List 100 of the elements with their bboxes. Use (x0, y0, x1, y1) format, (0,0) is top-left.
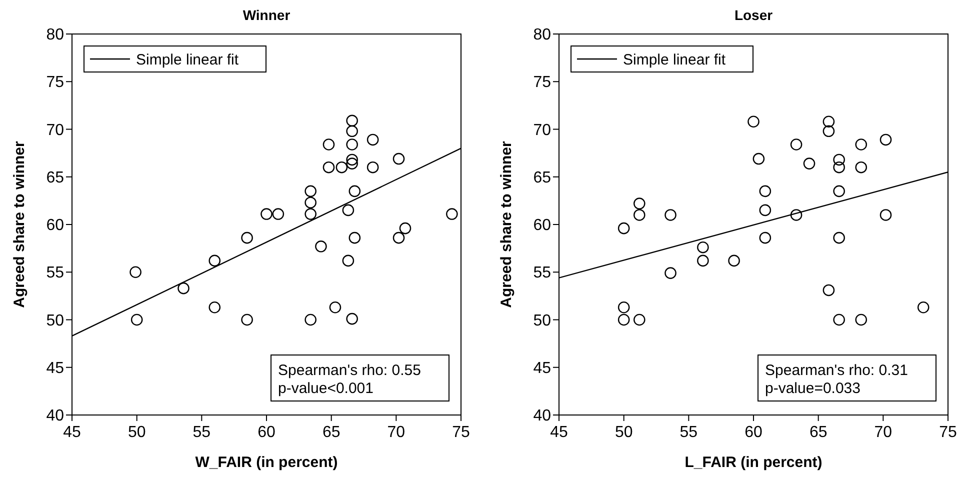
point (208, 254, 221, 267)
y-tick-label: 50 (533, 312, 552, 330)
point (822, 125, 835, 138)
x-tick-label: 60 (744, 424, 762, 441)
point (633, 314, 646, 326)
point (633, 209, 646, 221)
point (329, 301, 342, 314)
legend-label: Simple linear fit (623, 51, 726, 68)
point (241, 314, 253, 326)
point (790, 209, 802, 221)
y-tick-label: 80 (46, 26, 64, 44)
point (208, 301, 221, 314)
point (342, 254, 354, 267)
point (633, 198, 646, 210)
point (618, 222, 630, 234)
x-tick-label: 50 (614, 424, 633, 441)
point (697, 254, 709, 267)
y-tick-label: 75 (46, 74, 64, 92)
point (366, 134, 379, 146)
point (790, 138, 802, 150)
point (322, 138, 335, 150)
point (664, 267, 676, 279)
point (759, 232, 772, 244)
point (833, 232, 845, 244)
point (822, 284, 835, 296)
chart-title: Winner (242, 7, 291, 23)
y-axis-title: Agreed share to winner (11, 140, 28, 308)
y-tick-label: 55 (533, 264, 552, 282)
point (803, 158, 816, 170)
y-tick-label: 65 (533, 169, 552, 186)
x-tick-label: 45 (550, 424, 568, 441)
annotation: p-value=0.033 (765, 380, 860, 397)
x-tick-label: 55 (192, 424, 211, 441)
y-tick-label: 75 (533, 74, 552, 92)
y-tick-label: 60 (46, 217, 64, 234)
point (752, 152, 765, 165)
point (833, 314, 845, 326)
y-tick-label: 45 (46, 360, 64, 377)
point (759, 185, 772, 198)
y-tick-label: 65 (46, 169, 64, 186)
point (346, 125, 358, 138)
y-tick-label: 40 (533, 408, 552, 425)
point (348, 185, 361, 198)
point (241, 232, 253, 244)
point (917, 301, 930, 314)
point (855, 161, 868, 174)
point (346, 138, 358, 150)
point (178, 282, 190, 294)
x-axis-title: L_FAIR (in percent) (684, 454, 822, 471)
x-tick-label: 65 (809, 424, 828, 441)
x-tick-label: 70 (387, 424, 406, 441)
point (822, 116, 835, 128)
x-tick-label: 65 (322, 424, 340, 441)
point (833, 185, 845, 198)
point (697, 241, 709, 254)
x-tick-label: 50 (128, 424, 146, 441)
point (880, 134, 892, 146)
y-tick-label: 45 (533, 360, 552, 377)
point (618, 301, 630, 314)
y-tick-label: 70 (46, 122, 64, 139)
y-tick-label: 60 (533, 217, 552, 234)
point (664, 209, 676, 221)
point (130, 314, 143, 326)
point (304, 196, 316, 208)
point (855, 138, 868, 150)
point (130, 266, 142, 278)
x-tick-label: 75 (939, 424, 957, 441)
x-tick-label: 70 (874, 424, 892, 441)
annotation: Spearman's rho: 0.55 (278, 362, 421, 379)
x-tick-label: 55 (680, 424, 698, 441)
point (346, 312, 358, 325)
point (833, 161, 845, 174)
chart-title: Loser (734, 7, 774, 23)
point (260, 208, 272, 220)
point (855, 314, 868, 326)
annotation: Spearman's rho: 0.31 (765, 362, 908, 379)
x-tick-label: 75 (452, 424, 470, 441)
y-tick-label: 80 (533, 26, 552, 44)
point (392, 152, 405, 165)
x-tick-label: 45 (63, 424, 81, 441)
point (348, 232, 361, 244)
x-axis-title: W_FAIR (in percent) (195, 454, 338, 471)
point (304, 314, 316, 326)
point (366, 161, 379, 174)
point (728, 254, 740, 267)
point (446, 208, 458, 220)
point (304, 208, 316, 220)
point (392, 232, 405, 244)
point (346, 158, 358, 170)
point (618, 314, 630, 326)
point (759, 204, 772, 216)
point (346, 114, 358, 127)
point (880, 209, 892, 221)
point (336, 161, 348, 174)
point (748, 116, 760, 128)
point (399, 222, 412, 234)
y-tick-label: 70 (533, 122, 552, 139)
annotation: p-value<0.001 (278, 380, 374, 397)
y-tick-label: 55 (46, 264, 64, 282)
point (304, 185, 316, 198)
